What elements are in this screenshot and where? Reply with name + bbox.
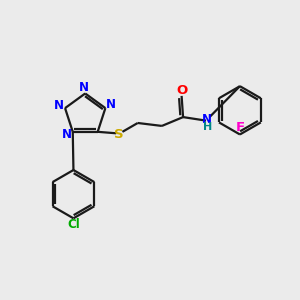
Text: N: N xyxy=(62,128,72,141)
Text: N: N xyxy=(202,113,212,126)
Text: N: N xyxy=(106,98,116,111)
Text: Cl: Cl xyxy=(67,218,80,231)
Text: N: N xyxy=(79,81,89,94)
Text: O: O xyxy=(176,84,187,97)
Text: S: S xyxy=(114,128,123,141)
Text: F: F xyxy=(235,122,244,134)
Text: H: H xyxy=(202,122,212,132)
Text: N: N xyxy=(54,99,64,112)
